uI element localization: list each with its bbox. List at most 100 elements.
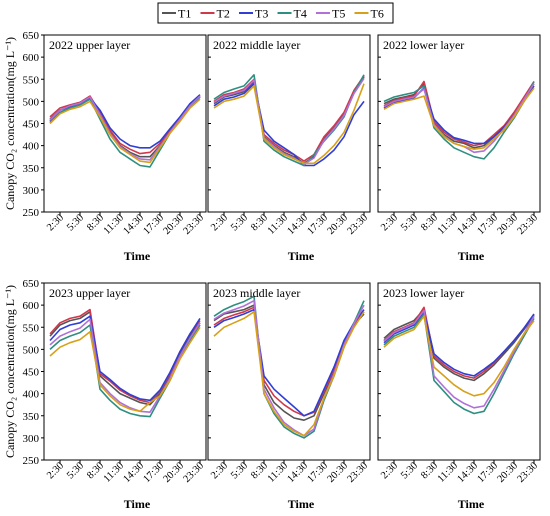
x-tick-label: 2:30 [379, 460, 400, 481]
x-tick-label: 5:30 [399, 212, 420, 233]
series-line-t4 [213, 74, 365, 167]
x-tick-label: 11:30 [436, 460, 460, 484]
series-line-t3 [383, 310, 535, 377]
panel-frame [43, 282, 207, 461]
x-axis-label: Time [458, 249, 485, 263]
y-tick-label: 500 [23, 344, 40, 356]
panel-title: 2023 lower layer [383, 286, 464, 300]
panel-title: 2022 lower layer [383, 38, 464, 52]
x-tick-label: 5:30 [229, 460, 250, 481]
series-line-t1 [49, 310, 201, 406]
series-line-t5 [383, 309, 535, 409]
y-tick-label: 350 [23, 411, 40, 423]
y-tick-label: 600 [23, 300, 40, 312]
series-line-t6 [383, 315, 535, 397]
x-tick-label: 20:30 [161, 460, 186, 485]
x-axis-label: Time [288, 497, 315, 511]
y-tick-label: 300 [23, 433, 40, 445]
y-tick-label: 650 [23, 278, 40, 290]
series-line-t4 [49, 96, 201, 168]
x-tick-label: 11:30 [266, 212, 290, 236]
series-line-t3 [213, 82, 365, 167]
legend-label-t2: T2 [217, 7, 230, 21]
legend-label-t4: T4 [294, 7, 307, 21]
panel-1: 2022 upper layer 250 300 350 400 450 500 550 600… [23, 30, 207, 263]
legend-label-t3: T3 [255, 7, 268, 21]
panel-frame [43, 34, 207, 213]
y-tick-label: 600 [23, 52, 40, 64]
y-tick-label: 500 [23, 96, 40, 108]
x-tick-label: 17:30 [305, 212, 330, 237]
y-tick-label: 450 [23, 119, 40, 131]
x-tick-label: 17:30 [475, 212, 500, 237]
x-tick-label: 20:30 [325, 212, 350, 237]
x-tick-label: 11:30 [436, 212, 460, 236]
x-tick-label: 5:30 [229, 212, 250, 233]
series-line-t5 [49, 95, 201, 161]
panel-frame [377, 34, 541, 213]
series-line-t5 [213, 77, 365, 165]
x-tick-label: 23:30 [181, 212, 206, 237]
series-line-t3 [213, 308, 365, 417]
y-tick-label: 250 [23, 455, 40, 467]
x-tick-label: 14:30 [121, 460, 146, 485]
x-tick-label: 23:30 [345, 460, 370, 485]
legend-label-t1: T1 [178, 7, 191, 21]
x-tick-label: 23:30 [515, 460, 540, 485]
x-tick-label: 11:30 [102, 460, 126, 484]
x-tick-label: 5:30 [65, 460, 86, 481]
x-tick-label: 20:30 [325, 460, 350, 485]
legend: T1 T2 T3 T4 T5 T6 [157, 2, 394, 24]
panel-4: 2023 upper layer 250 300 350 400 450 500 550 600… [23, 278, 207, 511]
x-axis-label: Time [458, 497, 485, 511]
y-axis-label: Canopy CO₂ concentration(mg L⁻¹) [3, 37, 17, 210]
y-tick-label: 550 [23, 322, 40, 334]
panel-frame [207, 34, 371, 213]
y-tick-label: 550 [23, 74, 40, 86]
x-tick-label: 17:30 [141, 460, 166, 485]
y-tick-label: 400 [23, 141, 40, 153]
x-tick-label: 14:30 [455, 212, 480, 237]
y-tick-label: 300 [23, 185, 40, 197]
series-line-t6 [49, 98, 201, 164]
x-tick-label: 23:30 [345, 212, 370, 237]
x-tick-label: 17:30 [475, 460, 500, 485]
panel-title: 2023 middle layer [213, 286, 300, 300]
panel-title: 2023 upper layer [49, 286, 130, 300]
x-tick-label: 2:30 [379, 212, 400, 233]
x-tick-label: 2:30 [45, 460, 66, 481]
x-tick-label: 14:30 [285, 460, 310, 485]
series-line-t4 [383, 81, 535, 160]
series-line-t4 [383, 313, 535, 415]
x-tick-label: 17:30 [305, 460, 330, 485]
series-line-t2 [213, 75, 365, 162]
x-tick-label: 2:30 [45, 212, 66, 233]
series-line-t2 [213, 306, 365, 417]
series-line-t4 [213, 295, 365, 439]
series-line-t2 [49, 95, 201, 155]
x-axis-label: Time [124, 249, 151, 263]
panel-title: 2022 upper layer [49, 38, 130, 52]
x-tick-label: 14:30 [121, 212, 146, 237]
x-tick-label: 14:30 [455, 460, 480, 485]
x-tick-label: 2:30 [209, 212, 230, 233]
series-line-t3 [49, 315, 201, 402]
legend-label-t5: T5 [332, 7, 345, 21]
x-axis-label: Time [124, 497, 151, 511]
panel-title: 2022 middle layer [213, 38, 300, 52]
series-line-t6 [213, 310, 365, 437]
x-tick-label: 23:30 [515, 212, 540, 237]
x-tick-label: 2:30 [209, 460, 230, 481]
x-tick-label: 5:30 [65, 212, 86, 233]
x-tick-label: 20:30 [495, 460, 520, 485]
y-tick-label: 400 [23, 389, 40, 401]
x-tick-label: 11:30 [266, 460, 290, 484]
x-tick-label: 20:30 [495, 212, 520, 237]
series-line-t6 [213, 83, 365, 165]
y-tick-label: 650 [23, 30, 40, 42]
y-tick-label: 450 [23, 367, 40, 379]
